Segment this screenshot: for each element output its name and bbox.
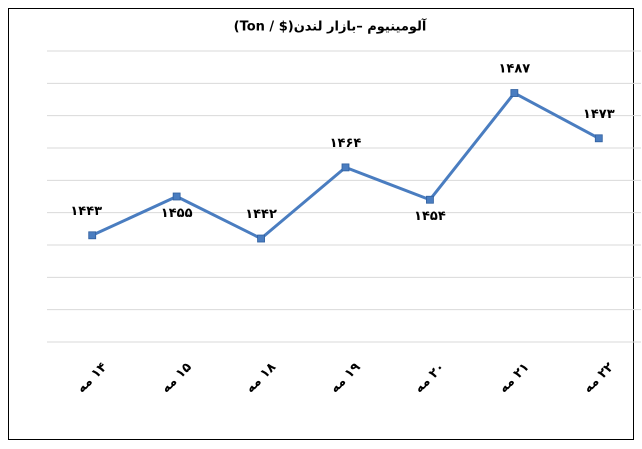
data-point	[88, 231, 97, 240]
data-label: ۱۴۶۴	[330, 136, 362, 151]
data-point	[341, 163, 350, 172]
data-point	[257, 234, 265, 243]
data-label: ۱۴۵۵	[161, 206, 193, 221]
data-point	[172, 192, 181, 201]
data-label: ۱۴۵۴	[414, 209, 446, 224]
data-label: ۱۴۷۳	[583, 107, 615, 122]
data-label: ۱۴۴۲	[245, 207, 277, 222]
data-label: ۱۴۸۷	[498, 62, 530, 77]
data-point	[426, 195, 434, 204]
data-point	[510, 89, 519, 97]
chart-title: آلومینیوم –بازار لندن($ / Ton)	[234, 18, 427, 35]
data-label: ۱۴۴۳	[70, 204, 102, 219]
data-point	[594, 134, 603, 143]
chart-frame	[8, 8, 634, 440]
